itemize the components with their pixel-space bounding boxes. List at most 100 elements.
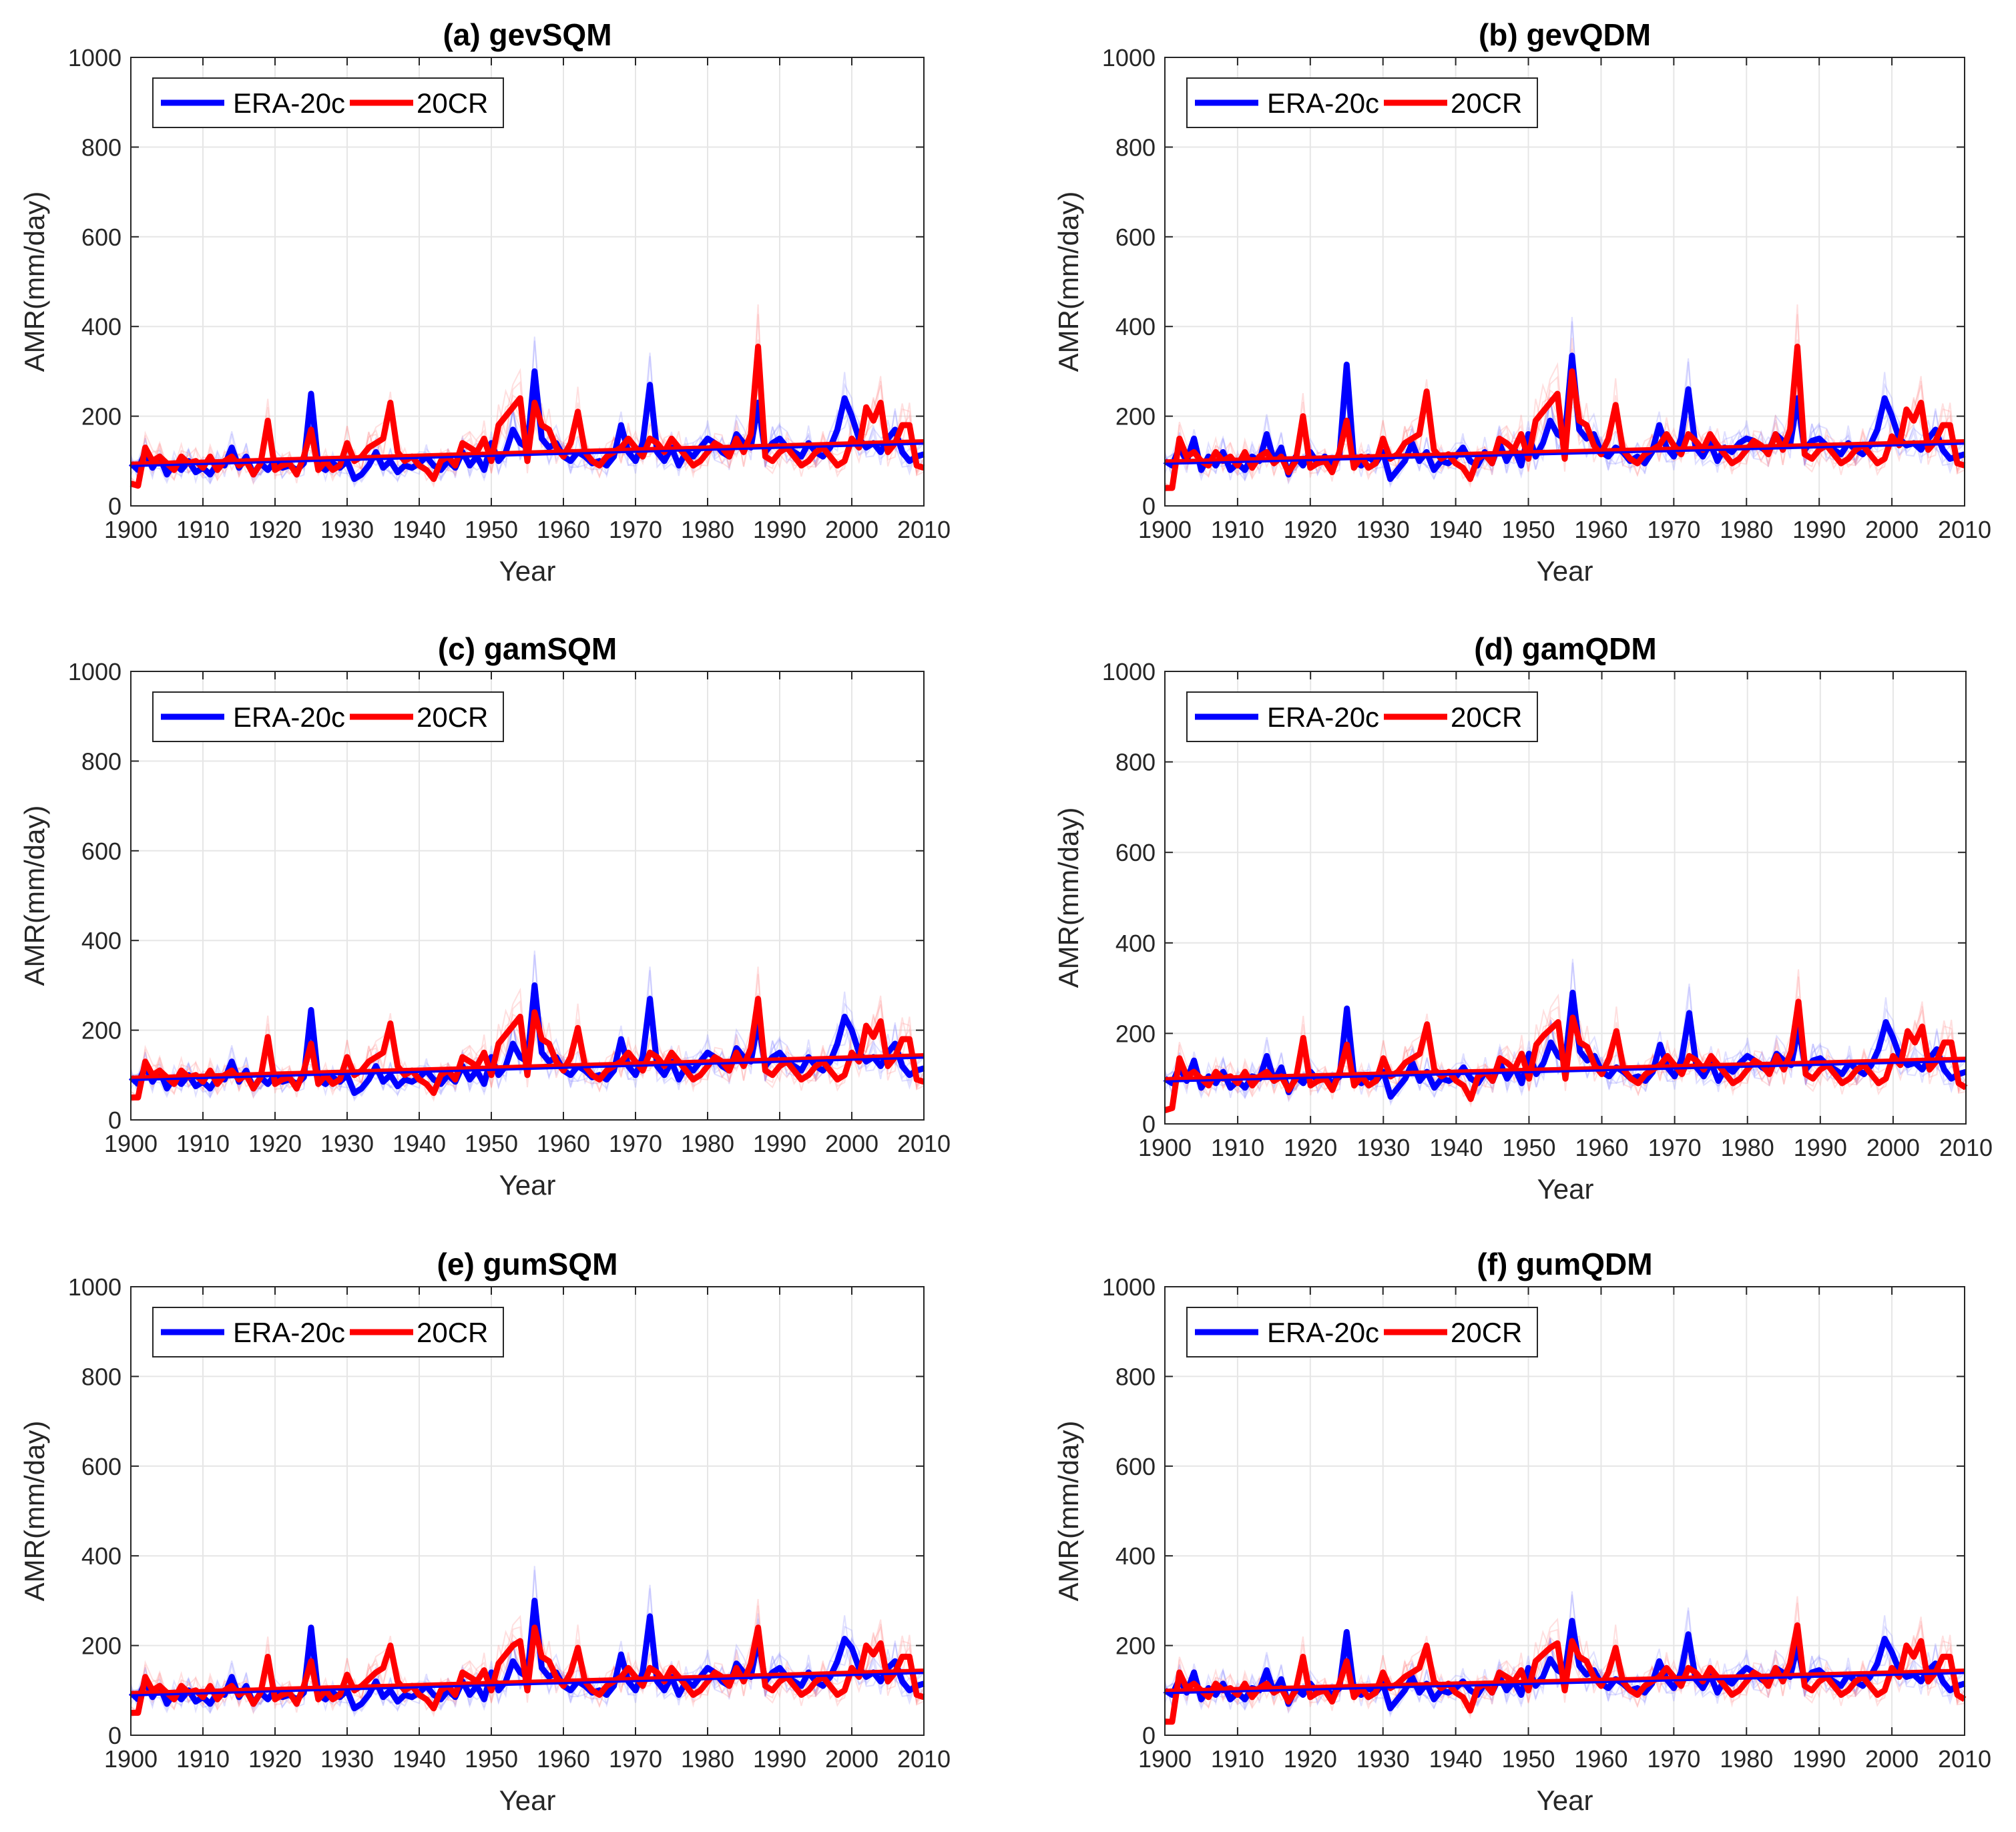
y-tick-label: 1000 xyxy=(1102,1273,1156,1301)
y-tick-label: 400 xyxy=(81,1542,121,1570)
series-line-20cr xyxy=(130,343,925,489)
x-tick-label: 1960 xyxy=(1574,1745,1627,1773)
x-tick-label: 1900 xyxy=(104,516,158,543)
legend: ERA-20c 20CR xyxy=(1186,1307,1538,1357)
legend-box xyxy=(1186,691,1538,742)
x-tick-label: 1990 xyxy=(1792,516,1846,543)
y-tick-label: 800 xyxy=(81,747,121,775)
x-tick-label: 1990 xyxy=(1792,1745,1846,1773)
x-tick-label: 1940 xyxy=(1429,516,1483,543)
x-tick-label: 1980 xyxy=(681,516,734,543)
y-tick-label: 400 xyxy=(1115,313,1156,340)
trend-line-20cr xyxy=(130,1053,925,1079)
y-tick-label: 0 xyxy=(108,1722,121,1749)
x-tick-label: 2010 xyxy=(1938,516,1991,543)
legend-label-era20c: ERA-20c xyxy=(1267,701,1379,733)
y-tick-label: 400 xyxy=(1115,1542,1156,1570)
x-tick-label: 1990 xyxy=(753,516,806,543)
legend-label-era20c: ERA-20c xyxy=(233,87,345,119)
x-tick-label: 1930 xyxy=(320,516,374,543)
x-tick-label: 1900 xyxy=(1138,1134,1192,1161)
panel-2: 1900 1910 1920 1930 1940 1950 1960 1970 1980 1990… xyxy=(1053,17,1991,587)
series-line-20cr xyxy=(131,996,925,1101)
x-axis-label: Year xyxy=(499,1169,556,1201)
x-tick-label: 1950 xyxy=(465,1130,518,1157)
series-line-20cr xyxy=(1164,998,1968,1113)
x-tick-label: 2000 xyxy=(825,1130,878,1157)
x-tick-label: 1990 xyxy=(1794,1134,1847,1161)
y-tick-label: 0 xyxy=(108,493,121,520)
series-line-20cr xyxy=(1165,1622,1967,1725)
x-tick-label: 1910 xyxy=(1211,1134,1264,1161)
trend-line-20cr xyxy=(1164,1668,1965,1693)
x-tick-label: 1940 xyxy=(393,1745,446,1773)
x-tick-label: 1900 xyxy=(104,1130,158,1157)
x-tick-label: 2000 xyxy=(825,516,878,543)
x-tick-label: 1930 xyxy=(1356,1745,1410,1773)
legend-label-era20c: ERA-20c xyxy=(233,1317,345,1348)
x-tick-label: 1960 xyxy=(537,1745,590,1773)
y-tick-label: 200 xyxy=(1115,403,1156,430)
x-tick-label: 1920 xyxy=(248,516,302,543)
trend-line-20cr xyxy=(130,439,925,465)
y-tick-label: 800 xyxy=(1115,133,1156,161)
x-tick-label: 1990 xyxy=(753,1745,806,1773)
x-tick-label: 1980 xyxy=(681,1130,734,1157)
x-tick-label: 1930 xyxy=(320,1745,374,1773)
y-axis-label: AMR(mm/day) xyxy=(1053,808,1084,988)
y-tick-label: 600 xyxy=(81,224,121,251)
x-tick-label: 2000 xyxy=(1866,1134,1920,1161)
x-tick-label: 1950 xyxy=(1501,1745,1555,1773)
x-tick-label: 1980 xyxy=(681,1745,734,1773)
x-tick-label: 1910 xyxy=(176,1745,230,1773)
x-tick-label: 1990 xyxy=(753,1130,806,1157)
y-tick-label: 600 xyxy=(1115,839,1156,866)
x-tick-label: 1900 xyxy=(1138,1745,1192,1773)
x-axis-label: Year xyxy=(499,555,556,587)
x-tick-label: 1920 xyxy=(1284,516,1337,543)
x-tick-label: 1930 xyxy=(320,1130,374,1157)
x-tick-label: 1970 xyxy=(609,1130,662,1157)
y-tick-label: 800 xyxy=(1115,1363,1156,1390)
chart-title: (b) gevQDM xyxy=(1479,17,1651,52)
legend-label-20cr: 20CR xyxy=(417,1317,488,1348)
panel-4: 1900 1910 1920 1930 1940 1950 1960 1970 1980 1990… xyxy=(1053,631,1993,1205)
y-tick-label: 0 xyxy=(1142,493,1156,520)
y-tick-label: 1000 xyxy=(68,658,121,685)
legend: ERA-20c 20CR xyxy=(152,77,504,128)
x-tick-label: 1950 xyxy=(1502,1134,1555,1161)
legend: ERA-20c 20CR xyxy=(152,691,504,742)
panel-6: 1900 1910 1920 1930 1940 1950 1960 1970 1980 1990… xyxy=(1053,1247,1991,1816)
trend-line-20cr xyxy=(1164,1056,1967,1081)
legend-label-20cr: 20CR xyxy=(417,701,488,733)
x-tick-label: 1960 xyxy=(537,516,590,543)
x-tick-label: 1940 xyxy=(1429,1745,1483,1773)
x-tick-label: 1950 xyxy=(1501,516,1555,543)
trend-line-20cr xyxy=(1164,439,1965,463)
x-axis-label: Year xyxy=(1537,1785,1593,1816)
legend: ERA-20c 20CR xyxy=(152,1307,504,1357)
x-tick-label: 1980 xyxy=(1720,1745,1773,1773)
y-tick-label: 800 xyxy=(81,133,121,161)
legend-label-era20c: ERA-20c xyxy=(1267,1317,1379,1348)
y-tick-label: 1000 xyxy=(68,44,121,71)
x-tick-label: 1970 xyxy=(1647,1745,1700,1773)
panel-1: 1900 1910 1920 1930 1940 1950 1960 1970 1980 1990… xyxy=(19,17,951,587)
legend-label-20cr: 20CR xyxy=(1451,701,1522,733)
legend-label-era20c: ERA-20c xyxy=(233,701,345,733)
x-tick-label: 2010 xyxy=(1939,1134,1993,1161)
trend-line-era20c xyxy=(130,1670,925,1697)
y-tick-label: 200 xyxy=(1115,1632,1156,1660)
chart-title: (c) gamSQM xyxy=(438,631,617,666)
panel-5: 1900 1910 1920 1930 1940 1950 1960 1970 1980 1990… xyxy=(19,1247,951,1816)
x-tick-label: 1910 xyxy=(1211,1745,1264,1773)
x-tick-label: 1910 xyxy=(1211,516,1264,543)
y-tick-label: 0 xyxy=(108,1107,121,1134)
x-tick-label: 1900 xyxy=(104,1745,158,1773)
axes-box xyxy=(1164,1286,1965,1736)
x-tick-label: 1920 xyxy=(1284,1134,1337,1161)
x-tick-label: 1910 xyxy=(176,516,230,543)
x-tick-label: 1930 xyxy=(1356,516,1410,543)
y-axis-label: AMR(mm/day) xyxy=(19,192,50,372)
x-tick-label: 1970 xyxy=(609,516,662,543)
